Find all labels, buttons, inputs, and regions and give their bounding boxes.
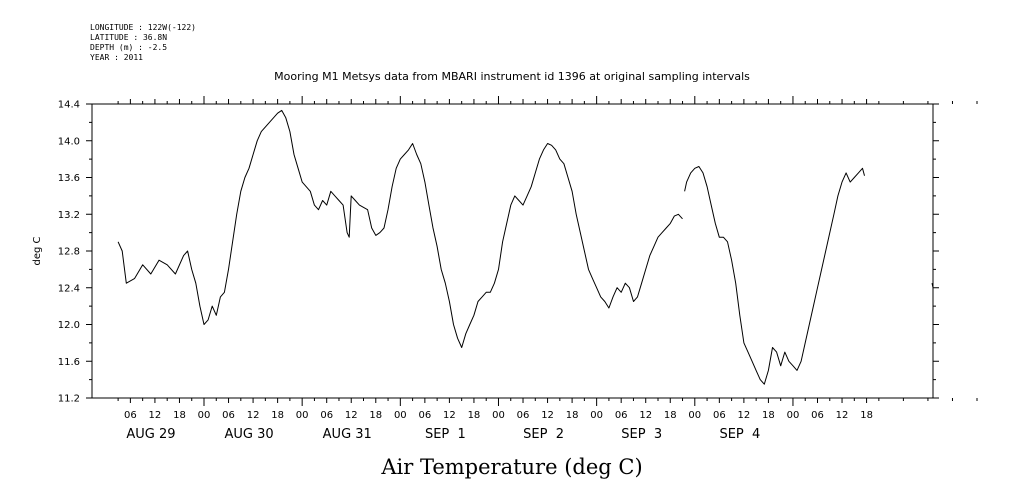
x-hour-label: 06 — [418, 410, 431, 421]
x-hour-label: 18 — [566, 410, 579, 421]
x-hour-label: 18 — [468, 410, 481, 421]
latitude-text: LATITUDE : 36.8N — [90, 33, 167, 42]
x-hour-label: 00 — [492, 410, 505, 421]
chart-title: Mooring M1 Metsys data from MBARI instru… — [274, 70, 750, 83]
x-hour-label: 00 — [590, 410, 603, 421]
longitude-text: LONGITUDE : 122W(-122) — [90, 23, 196, 32]
x-date-label: SEP 2 — [523, 427, 564, 442]
x-axis: 06 12 18 00 06 12 18 00 06 12 18 00 06 12 18 00 06 12 18 00… — [117, 96, 978, 442]
x-hour-label: 18 — [664, 410, 677, 421]
x-hour-label: 12 — [247, 410, 260, 421]
x-hour-label: 12 — [738, 410, 751, 421]
x-hour-label: 12 — [149, 410, 162, 421]
x-hour-label: 00 — [394, 410, 407, 421]
y-tick-label: 13.2 — [58, 210, 80, 221]
x-hour-label: 06 — [124, 410, 137, 421]
x-hour-label: 18 — [271, 410, 284, 421]
x-date-label: AUG 31 — [323, 427, 372, 442]
y-tick-label: 14.4 — [58, 100, 80, 111]
series-line-segment — [931, 140, 934, 289]
depth-text: DEPTH (m) : -2.5 — [90, 43, 167, 52]
x-hour-label: 06 — [615, 410, 628, 421]
x-hour-label: 12 — [541, 410, 554, 421]
year-text: YEAR : 2011 — [90, 53, 143, 62]
y-tick-label: 12.4 — [58, 283, 80, 294]
x-date-label: SEP 1 — [425, 427, 466, 442]
plot-frame — [91, 103, 934, 399]
y-axis-label: deg C — [32, 236, 43, 265]
x-date-label: SEP 4 — [719, 427, 760, 442]
x-hour-label: 18 — [860, 410, 873, 421]
x-hour-label: 00 — [198, 410, 211, 421]
x-hour-label: 06 — [713, 410, 726, 421]
x-hour-label: 06 — [811, 410, 824, 421]
x-axis-label: Air Temperature (deg C) — [380, 455, 642, 479]
x-hour-label: 00 — [688, 410, 701, 421]
x-date-label: AUG 30 — [225, 427, 274, 442]
y-tick-label: 14.0 — [58, 136, 80, 147]
metadata-header: LONGITUDE : 122W(-122) LATITUDE : 36.8N … — [90, 23, 196, 62]
x-hour-label: 12 — [639, 410, 652, 421]
x-hour-label: 12 — [836, 410, 849, 421]
y-tick-label: 12.0 — [58, 320, 80, 331]
series-line-segment — [117, 109, 683, 348]
x-hour-label: 06 — [320, 410, 333, 421]
series-line-segment — [684, 166, 865, 385]
y-tick-label: 11.6 — [58, 357, 80, 368]
x-hour-label: 06 — [517, 410, 530, 421]
x-date-label: SEP 3 — [621, 427, 662, 442]
x-hour-label: 18 — [762, 410, 775, 421]
x-hour-label: 18 — [369, 410, 382, 421]
series-layer — [117, 109, 934, 385]
y-tick-label: 12.8 — [58, 247, 80, 258]
x-hour-label: 00 — [296, 410, 309, 421]
y-axis: 11.2 11.6 12.0 12.4 12.8 13.2 13.6 14.0 14.4 — [58, 100, 939, 405]
x-hour-label: 00 — [787, 410, 800, 421]
x-hour-label: 12 — [443, 410, 456, 421]
y-tick-label: 13.6 — [58, 173, 80, 184]
x-hour-label: 18 — [173, 410, 186, 421]
x-hour-label: 12 — [345, 410, 358, 421]
x-date-label: AUG 29 — [126, 427, 175, 442]
x-hour-label: 06 — [222, 410, 235, 421]
y-tick-label: 11.2 — [58, 394, 80, 405]
